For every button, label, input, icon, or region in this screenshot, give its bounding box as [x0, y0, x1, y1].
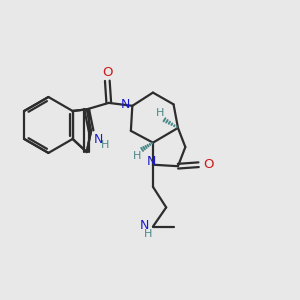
- Text: H: H: [155, 108, 164, 118]
- Text: N: N: [120, 98, 130, 111]
- Text: H: H: [144, 229, 153, 239]
- Text: H: H: [101, 140, 110, 150]
- Text: O: O: [203, 158, 214, 171]
- Text: H: H: [133, 151, 141, 161]
- Text: N: N: [140, 219, 149, 232]
- Text: N: N: [94, 133, 103, 146]
- Text: N: N: [147, 155, 156, 168]
- Text: O: O: [102, 66, 112, 79]
